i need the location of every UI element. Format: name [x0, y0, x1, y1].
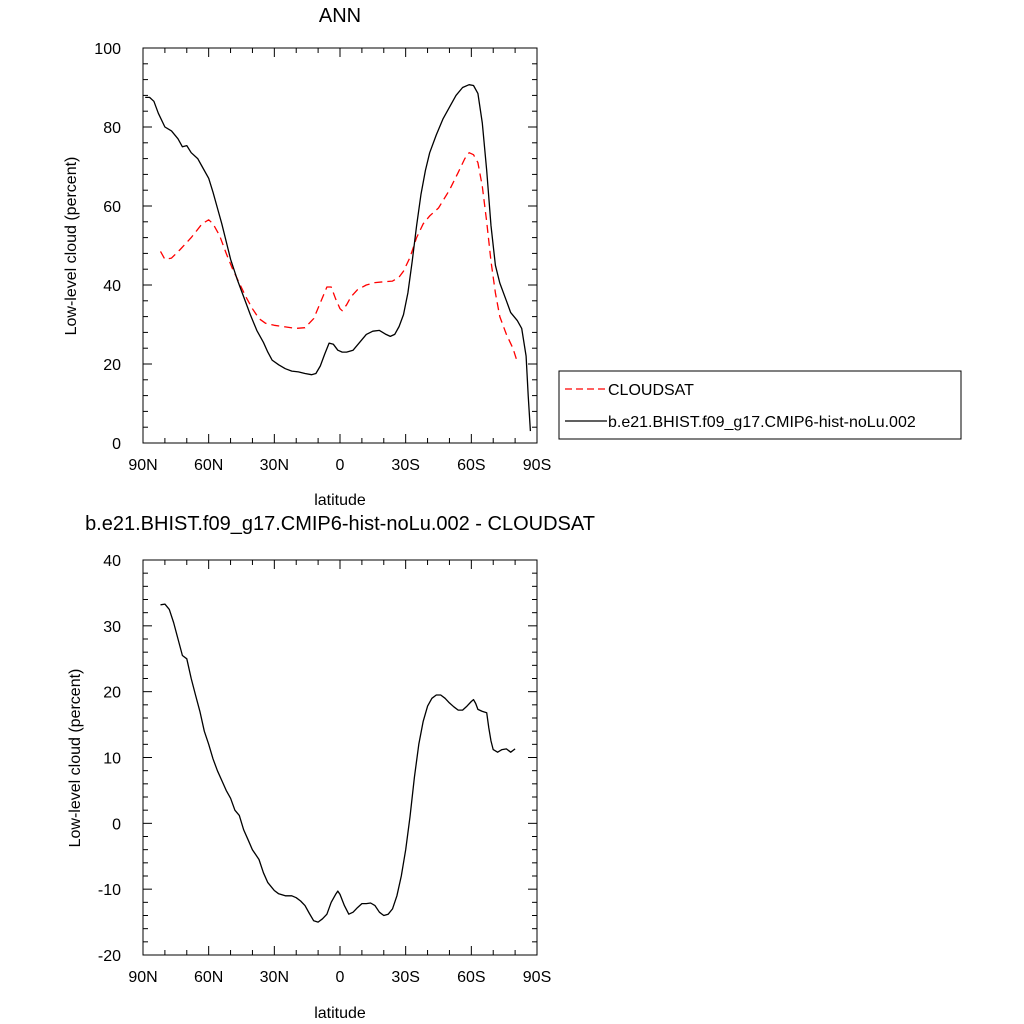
bottom-y-tick-label: 10 — [103, 751, 121, 768]
bottom-x-tick-label: 0 — [336, 969, 345, 986]
top-series-line-b-e21-bhist-f09-g17-cmip6-hist-nolu-002 — [145, 84, 532, 432]
bottom-x-tick-label: 30N — [260, 969, 289, 986]
legend: CLOUDSAT b.e21.BHIST.f09_g17.CMIP6-hist-… — [558, 370, 962, 440]
top-x-tick-label: 30S — [391, 457, 419, 474]
top-y-axis-label: Low-level cloud (percent) — [63, 157, 80, 336]
top-plot-area: 90N 60N 30N 0 30S 60S 90S 0 20 40 60 80 100 — [94, 41, 551, 474]
top-y-tick-label: 60 — [103, 199, 121, 216]
legend-label-model: b.e21.BHIST.f09_g17.CMIP6-hist-noLu.002 — [608, 414, 916, 431]
bottom-x-axis-label: latitude — [314, 1005, 366, 1022]
bottom-y-tick-label: 30 — [103, 619, 121, 636]
top-y-tick-label: 20 — [103, 357, 121, 374]
legend-label-cloudsat: CLOUDSAT — [608, 382, 694, 399]
bottom-x-tick-label: 60N — [194, 969, 223, 986]
bottom-y-tick-label: 0 — [112, 816, 121, 833]
top-chart-title: ANN — [319, 5, 361, 27]
bottom-plot-area: 90N 60N 30N 0 30S 60S 90S -20 -10 0 10 20 30 40 — [98, 553, 551, 986]
bottom-series-line-difference — [160, 603, 516, 923]
bottom-x-tick-label: 90N — [128, 969, 157, 986]
bottom-x-tick-label: 90S — [523, 969, 551, 986]
bottom-panel: b.e21.BHIST.f09_g17.CMIP6-hist-noLu.002 … — [67, 513, 595, 1022]
bottom-y-tick-label: 40 — [103, 553, 121, 570]
bottom-x-tick-label: 30S — [391, 969, 419, 986]
top-y-tick-label: 100 — [94, 41, 121, 58]
bottom-x-tick-label: 60S — [457, 969, 485, 986]
top-y-tick-label: 80 — [103, 120, 121, 137]
legend-box — [558, 370, 962, 440]
top-x-tick-label: 30N — [260, 457, 289, 474]
top-panel: ANN 90N 60N 30N 0 30S 60S 90S 0 20 40 60 80 100 lati… — [63, 5, 962, 509]
top-x-tick-label: 60S — [457, 457, 485, 474]
top-x-tick-label: 0 — [336, 457, 345, 474]
top-x-tick-label: 90S — [523, 457, 551, 474]
top-x-axis-label: latitude — [314, 492, 366, 509]
top-y-tick-label: 40 — [103, 278, 121, 295]
top-x-tick-label: 90N — [128, 457, 157, 474]
bottom-y-axis-label: Low-level cloud (percent) — [67, 669, 84, 848]
bottom-chart-title: b.e21.BHIST.f09_g17.CMIP6-hist-noLu.002 … — [85, 513, 595, 535]
top-y-tick-label: 0 — [112, 436, 121, 453]
bottom-y-tick-label: -20 — [98, 948, 121, 965]
bottom-y-tick-label: -10 — [98, 882, 121, 899]
top-plot-frame — [142, 47, 538, 444]
bottom-y-tick-label: 20 — [103, 685, 121, 702]
top-series-line-cloudsat — [159, 152, 518, 363]
top-x-tick-label: 60N — [194, 457, 223, 474]
